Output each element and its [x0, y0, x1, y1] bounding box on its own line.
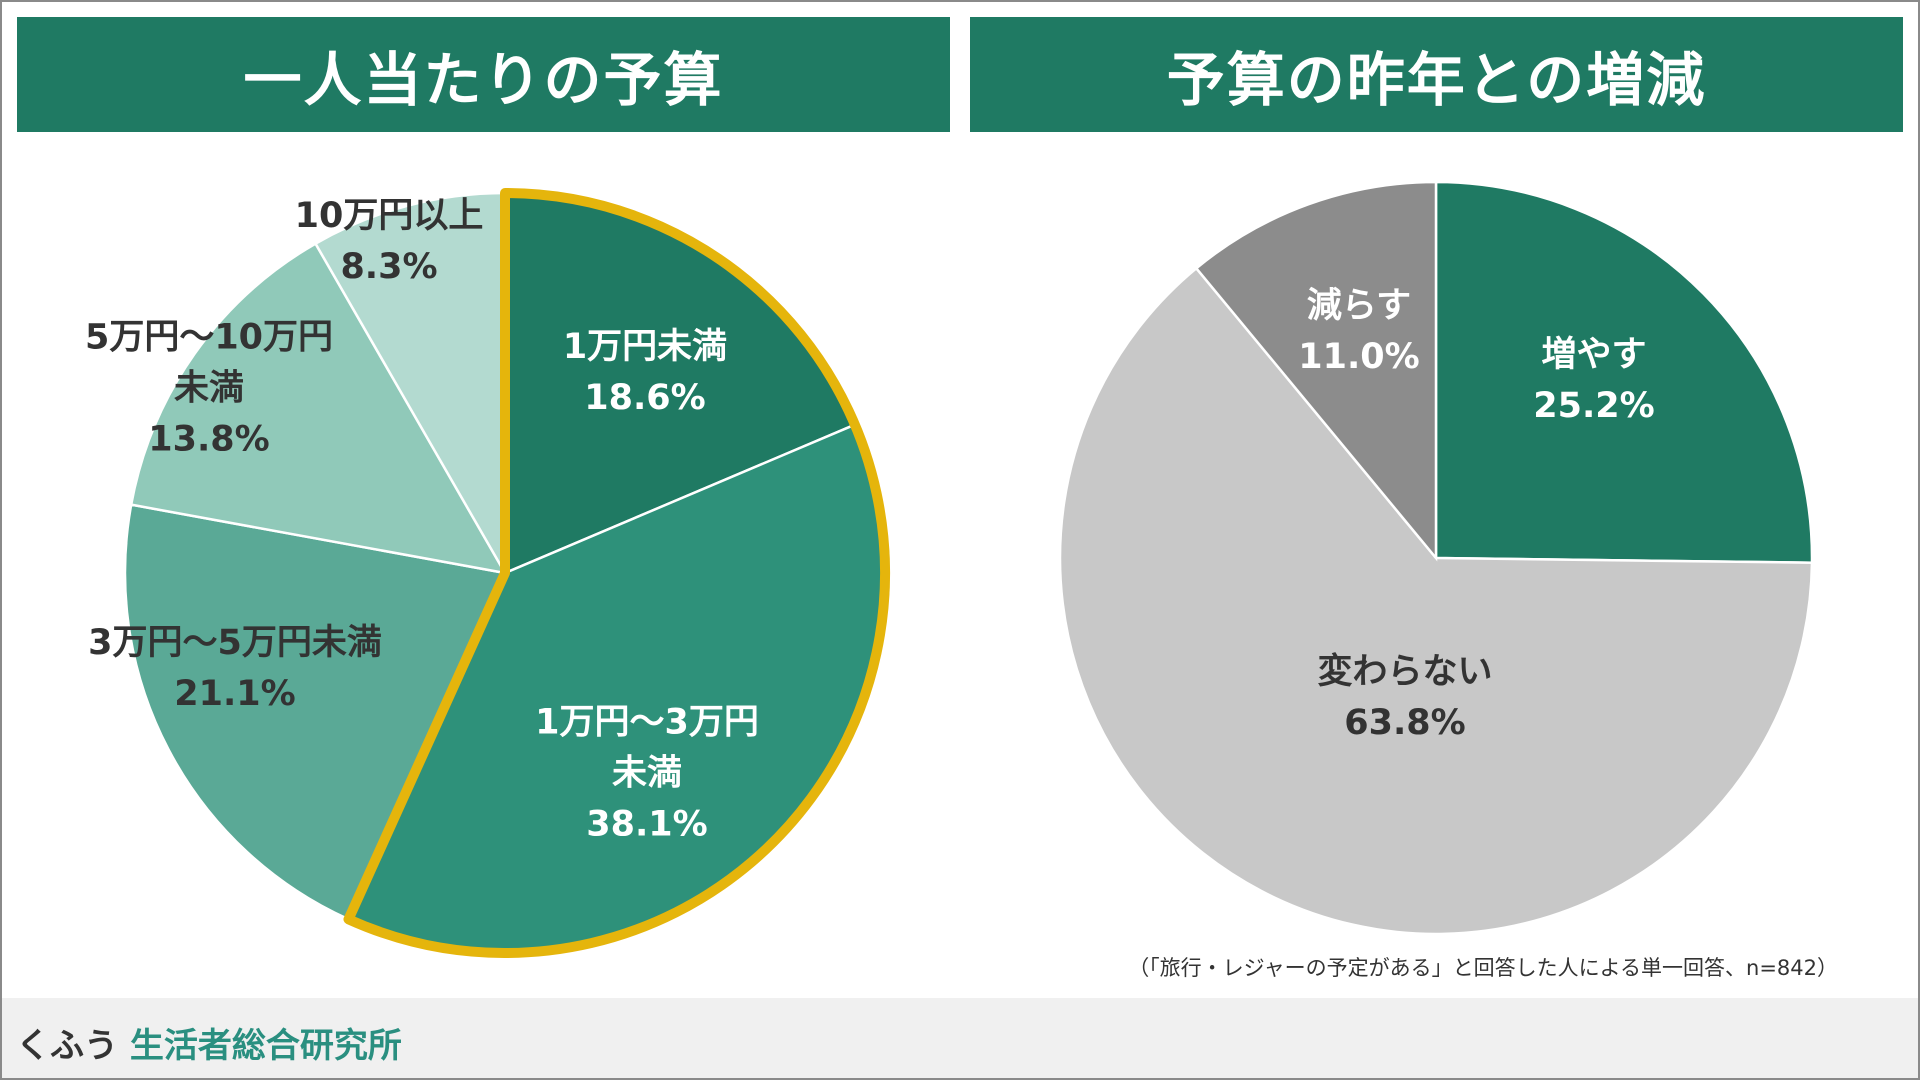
label-decrease: 減らす 11.0% [1298, 286, 1420, 377]
pie0-slice-3 [129, 241, 508, 575]
pie1-slice-2 [1194, 180, 1438, 562]
pie0-slice-2 [123, 503, 507, 921]
left-chart-title: 一人当たりの予算 [17, 17, 950, 132]
pie0-slice-4 [313, 191, 507, 578]
footer: くふう 生活者総合研究所 [0, 998, 1920, 1080]
label-increase: 増やす 25.2% [1533, 335, 1655, 426]
survey-note: （「旅行・レジャーの予定がある」と回答した人による単一回答、n=842） [1128, 956, 1838, 980]
pie1-slice-1 [1058, 266, 1814, 936]
logo: くふう 生活者総合研究所 [16, 1026, 402, 1066]
right-chart-title: 予算の昨年との増減 [970, 17, 1903, 132]
label-10k-30k: 1万円～3万円 未満 38.1% [535, 702, 759, 845]
pie0-highlight-outline [343, 188, 890, 958]
label-50k-100k: 5万円～10万円 未満 13.8% [84, 317, 334, 460]
label-no-change: 変わらない 63.8% [1317, 652, 1493, 743]
label-100k-plus: 10万円以上 8.3% [294, 196, 484, 287]
label-30k-50k: 3万円～5万円未満 21.1% [88, 623, 382, 714]
pie1-slice-0 [1434, 180, 1814, 564]
label-under-10k: 1万円未満 18.6% [562, 327, 728, 418]
